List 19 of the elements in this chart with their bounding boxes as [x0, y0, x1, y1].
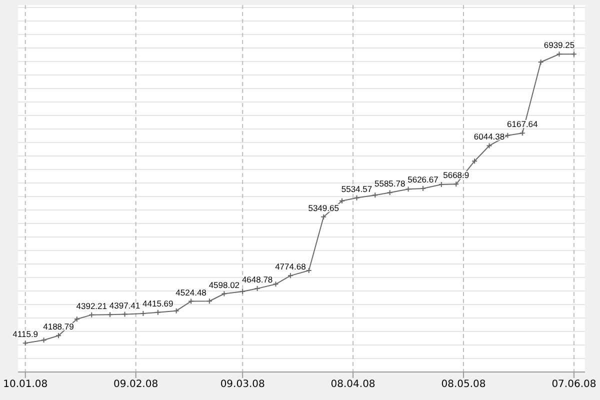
data-label: 5626.67 [408, 174, 439, 184]
data-label: 5585.78 [374, 178, 406, 189]
data-label: 6044.38 [474, 132, 505, 142]
data-label: 5534.57 [341, 184, 372, 194]
data-label: 4392.21 [76, 300, 108, 311]
data-label: 4598.02 [208, 280, 240, 290]
data-label: 4524.48 [176, 287, 207, 298]
x-tick-label: 07.06.08 [552, 379, 596, 390]
data-label: 4648.78 [242, 274, 273, 285]
data-label: 4774.68 [275, 262, 306, 272]
x-tick-label: 09.03.08 [220, 379, 265, 390]
x-tick-label: 08.04.08 [330, 379, 376, 390]
data-label: 4115.9 [12, 329, 38, 340]
x-tick-label: 09.02.08 [114, 379, 158, 390]
data-label: 4415.69 [142, 298, 174, 308]
x-tick-label: 08.05.08 [441, 379, 486, 390]
data-label: 6939.25 [544, 40, 575, 50]
x-tick-label: 10.01.08 [3, 379, 48, 390]
data-label: 4397.41 [109, 300, 140, 310]
